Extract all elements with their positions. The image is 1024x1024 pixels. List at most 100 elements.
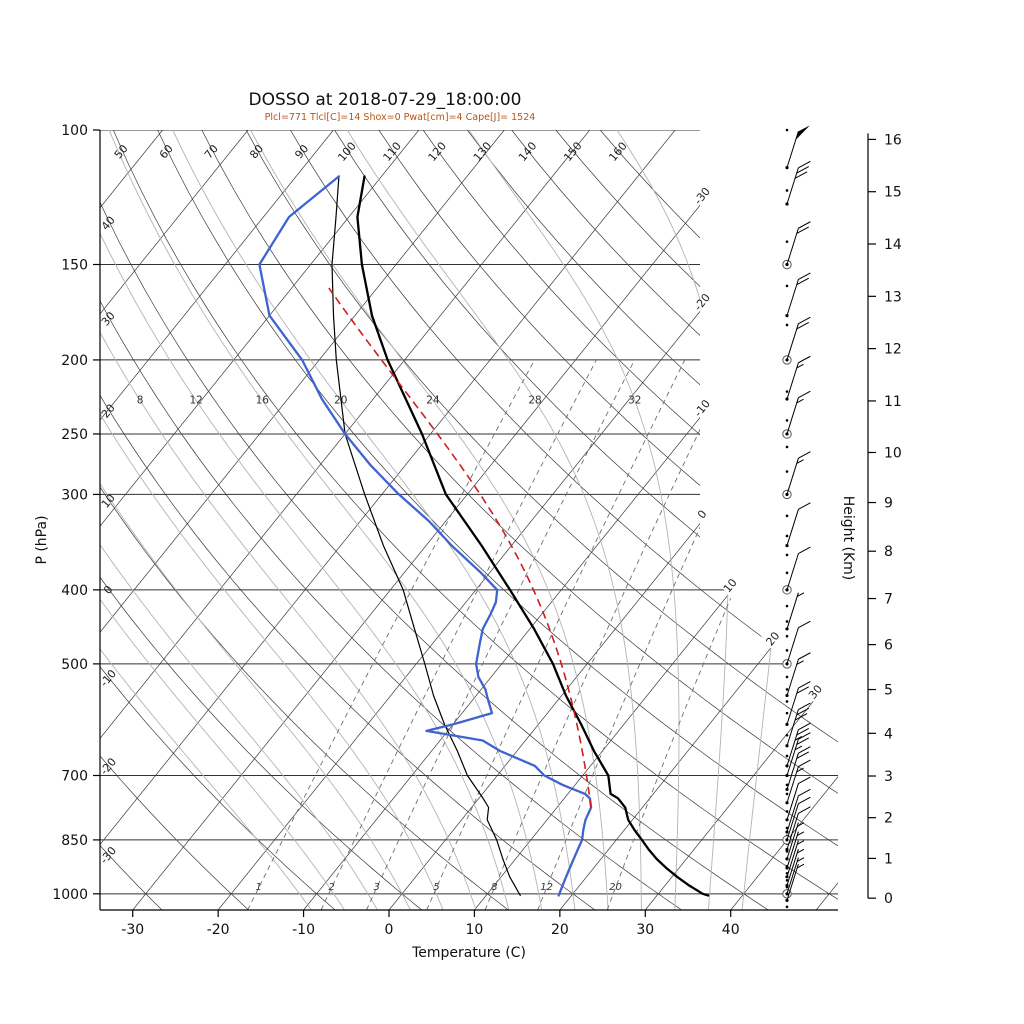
wind-barb bbox=[785, 746, 811, 792]
wind-barb bbox=[785, 788, 811, 834]
wind-barb bbox=[785, 620, 811, 666]
height-tick-label: 0 bbox=[884, 891, 893, 907]
temperature-curve bbox=[356, 175, 710, 897]
svg-text:10: 10 bbox=[721, 576, 740, 595]
svg-text:20: 20 bbox=[609, 882, 622, 893]
svg-text:28: 28 bbox=[528, 394, 541, 406]
svg-text:70: 70 bbox=[202, 142, 221, 161]
svg-text:2: 2 bbox=[328, 882, 334, 893]
wind-barb bbox=[785, 822, 805, 861]
svg-text:-20: -20 bbox=[692, 291, 713, 313]
wind-barb bbox=[785, 806, 811, 852]
level-dot bbox=[785, 733, 789, 737]
height-tick-label: 13 bbox=[884, 289, 902, 305]
svg-text:16: 16 bbox=[256, 394, 270, 406]
level-dot bbox=[785, 711, 789, 715]
svg-text:80: 80 bbox=[247, 142, 266, 161]
svg-text:0: 0 bbox=[101, 583, 115, 597]
wind-barb bbox=[785, 592, 805, 631]
wind-barb bbox=[785, 796, 811, 842]
wind-barb bbox=[785, 759, 811, 805]
temperature-tick-label: 40 bbox=[722, 922, 740, 938]
wind-barb bbox=[785, 848, 805, 888]
level-dot bbox=[785, 571, 789, 575]
svg-text:0: 0 bbox=[695, 508, 710, 522]
x-axis-label: Temperature (C) bbox=[412, 945, 526, 961]
wind-barb-column bbox=[782, 125, 811, 909]
grid-lines bbox=[100, 130, 838, 911]
level-dot bbox=[785, 534, 789, 538]
level-dot bbox=[785, 323, 789, 327]
pressure-tick-label: 850 bbox=[61, 833, 88, 849]
height-tick-label: 5 bbox=[884, 683, 893, 699]
svg-text:40: 40 bbox=[99, 214, 118, 233]
height-tick-label: 7 bbox=[884, 592, 893, 608]
wind-barb bbox=[785, 221, 811, 267]
y-axis-label: P (hPa) bbox=[34, 515, 50, 565]
wind-barb bbox=[785, 732, 811, 778]
temperature-tick-label: 0 bbox=[385, 922, 394, 938]
temperature-tick-label: -10 bbox=[292, 922, 315, 938]
svg-text:120: 120 bbox=[426, 140, 449, 164]
wind-barb bbox=[785, 355, 811, 401]
height-tick-label: 15 bbox=[884, 185, 902, 201]
wind-barb bbox=[785, 125, 810, 170]
height-tick-label: 2 bbox=[884, 811, 893, 827]
level-dot bbox=[785, 604, 789, 608]
wet-bulb-curve bbox=[331, 175, 521, 897]
level-dot bbox=[785, 284, 789, 288]
svg-text:8: 8 bbox=[491, 882, 497, 893]
level-dot bbox=[785, 620, 789, 623]
temperature-tick-label: -30 bbox=[121, 922, 144, 938]
svg-text:32: 32 bbox=[628, 394, 641, 406]
level-dot bbox=[785, 688, 789, 691]
svg-text:90: 90 bbox=[292, 142, 311, 161]
wind-barb bbox=[785, 840, 805, 879]
pressure-tick-label: 300 bbox=[61, 487, 88, 503]
svg-text:130: 130 bbox=[471, 140, 494, 164]
svg-text:8: 8 bbox=[137, 394, 144, 406]
height-tick-label: 14 bbox=[884, 237, 902, 253]
pressure-tick-label: 100 bbox=[61, 123, 88, 139]
height-tick-label: 8 bbox=[884, 544, 893, 560]
level-dot bbox=[785, 754, 789, 758]
height-tick-label: 12 bbox=[884, 342, 902, 358]
svg-text:-10: -10 bbox=[692, 397, 713, 419]
svg-text:30: 30 bbox=[806, 683, 825, 702]
level-dot bbox=[785, 634, 789, 638]
wind-barb bbox=[785, 831, 805, 870]
temperature-tick-label: -20 bbox=[207, 922, 230, 938]
dewpoint-curve bbox=[258, 175, 593, 897]
pressure-tick-label: 250 bbox=[61, 427, 88, 443]
temperature-tick-label: 20 bbox=[551, 922, 569, 938]
svg-text:60: 60 bbox=[157, 142, 176, 161]
temperature-tick-label: 10 bbox=[466, 922, 484, 938]
pressure-tick-label: 700 bbox=[61, 768, 88, 784]
level-dot bbox=[785, 445, 789, 449]
level-dot bbox=[785, 792, 789, 796]
svg-text:24: 24 bbox=[426, 394, 440, 406]
svg-text:50: 50 bbox=[112, 142, 131, 161]
wind-barb bbox=[785, 451, 811, 497]
pressure-tick-label: 400 bbox=[61, 583, 88, 599]
level-dot bbox=[785, 240, 789, 243]
height-tick-label: 4 bbox=[884, 726, 893, 742]
height-tick-label: 9 bbox=[884, 496, 893, 512]
svg-text:-30: -30 bbox=[692, 185, 713, 207]
wind-barb bbox=[785, 502, 811, 548]
temperature-tick-label: 30 bbox=[636, 922, 654, 938]
pressure-tick-label: 200 bbox=[61, 353, 88, 369]
wind-barb bbox=[785, 546, 811, 592]
wind-barb bbox=[785, 857, 805, 896]
svg-text:110: 110 bbox=[380, 140, 403, 164]
height-axis-label: Height (Km) bbox=[840, 495, 856, 581]
height-tick-label: 11 bbox=[884, 394, 902, 410]
level-dot bbox=[785, 553, 789, 557]
wind-barb bbox=[785, 390, 811, 436]
level-dot bbox=[785, 700, 789, 703]
svg-text:1: 1 bbox=[256, 882, 262, 893]
height-tick-label: 6 bbox=[884, 638, 893, 654]
chart-subtitle: Plcl=771 Tlcl[C]=14 Shox=0 Pwat[cm]=4 Ca… bbox=[264, 112, 536, 123]
